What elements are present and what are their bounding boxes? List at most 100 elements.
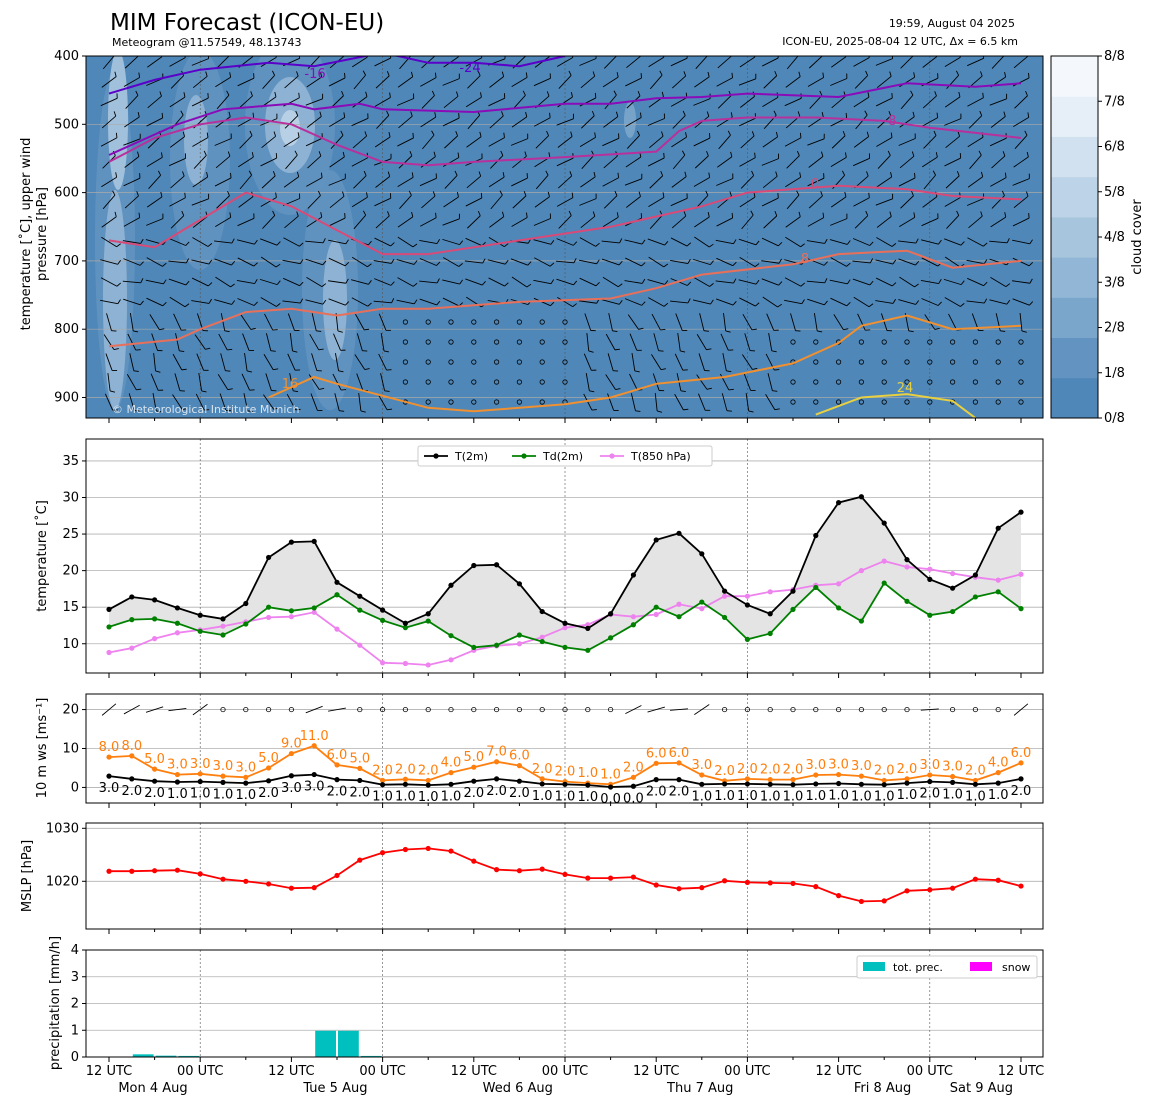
td2m-point [882,580,887,585]
legend-label: T(2m) [454,450,488,463]
colorbar-tick-label: 1/8 [1104,366,1125,381]
gust-point [654,761,659,766]
td2m-point [859,618,864,623]
mslp-point [631,874,636,879]
gust-point [927,772,932,777]
td2m-point [676,614,681,619]
y-tick-label: 500 [54,117,79,132]
y-tick-label: 1 [71,1023,79,1038]
gust-value-label: 7.0 [486,745,507,760]
td2m-point [813,585,818,590]
t2m-point [1018,510,1023,515]
legend-label: tot. prec. [893,961,943,974]
mslp-point [996,878,1001,883]
td2m-point [198,629,203,634]
y-tick-label: 25 [62,527,79,542]
wind-barb-feather [231,173,232,178]
mslp-point [403,847,408,852]
td2m-point [243,621,248,626]
t2m-point [243,601,248,606]
gust-value-label: 3.0 [828,758,849,773]
wind-barb-feather [706,51,708,55]
t2m-point [448,583,453,588]
mean-wind-value-label: 1.0 [395,789,416,804]
td2m-point [1018,606,1023,611]
gust-point [106,754,111,759]
day-label: Mon 4 Aug [118,1081,187,1096]
precipitation-legend: tot. prec.snow [857,956,1037,978]
t2m-point [517,581,522,586]
wind-barb-feather [162,113,163,118]
mslp-point [973,877,978,882]
t2m-point [882,520,887,525]
wind-ylabel: 10 m ws [ms⁻¹] [35,698,50,799]
mean-wind-value-label: 2.0 [349,785,370,800]
mslp-point [152,868,157,873]
y-tick-label: 30 [62,491,79,506]
t2m-point [608,611,613,616]
t850-point [676,602,681,607]
gust-point [175,772,180,777]
gust-value-label: 3.0 [691,758,712,773]
gust-value-label: 2.0 [874,763,895,778]
t850-point [1018,572,1023,577]
td2m-point [152,616,157,621]
td2m-point [585,648,590,653]
t2m-point [380,608,385,613]
wind-barb-feather [524,51,526,56]
created-text: 19:59, August 04 2025 [889,17,1015,30]
mslp-point [813,884,818,889]
td2m-point [517,632,522,637]
wind-barb-feather [271,351,276,352]
mslp-point [426,846,431,851]
td2m-point [471,645,476,650]
td2m-point [380,618,385,623]
wind-barb-feather [911,51,913,56]
gust-point [289,751,294,756]
mean-wind-point [950,780,955,785]
colorbar-tick-label: 6/8 [1104,140,1125,155]
y-tick-label: 35 [62,454,79,469]
t850-point [357,643,362,648]
mean-wind-point [289,773,294,778]
y-tick-label: 2 [71,997,79,1012]
mean-wind-value-label: 2.0 [669,785,690,800]
td2m-point [654,605,659,610]
legend-marker [609,453,614,458]
mean-wind-point [266,778,271,783]
mslp-point [334,873,339,878]
mslp-point [266,881,271,886]
gust-point [996,770,1001,775]
wind-barb-feather [341,390,346,391]
t850-point [334,627,339,632]
isotherm-label: -8 [884,114,897,129]
mean-wind-value-label: 1.0 [213,787,234,802]
td2m-point [289,608,294,613]
mean-wind-point [220,780,225,785]
wind-barb-feather [772,391,777,392]
isotherm-label: -24 [459,61,480,76]
mean-wind-value-label: 1.0 [942,787,963,802]
cloud-patch [624,102,636,138]
mslp-ylabel: MSLP [hPa] [20,840,35,912]
mslp-point [357,858,362,863]
colorbar-segment [1051,297,1098,338]
t2m-point [836,500,841,505]
cloud-field-background [86,56,1043,418]
mean-wind-value-label: 2.0 [646,785,667,800]
mslp-point [243,879,248,884]
t2m-point [266,555,271,560]
t850-point [631,614,636,619]
t2m-point [859,494,864,499]
wind-barb-feather [112,51,114,55]
mean-wind-value-label: 2.0 [327,785,348,800]
t2m-point [676,531,681,536]
td2m-point [904,599,909,604]
gust-value-label: 8.0 [99,740,120,755]
wind-barb-feather [1002,51,1004,56]
mean-wind-point [996,781,1001,786]
t850-point [927,567,932,572]
